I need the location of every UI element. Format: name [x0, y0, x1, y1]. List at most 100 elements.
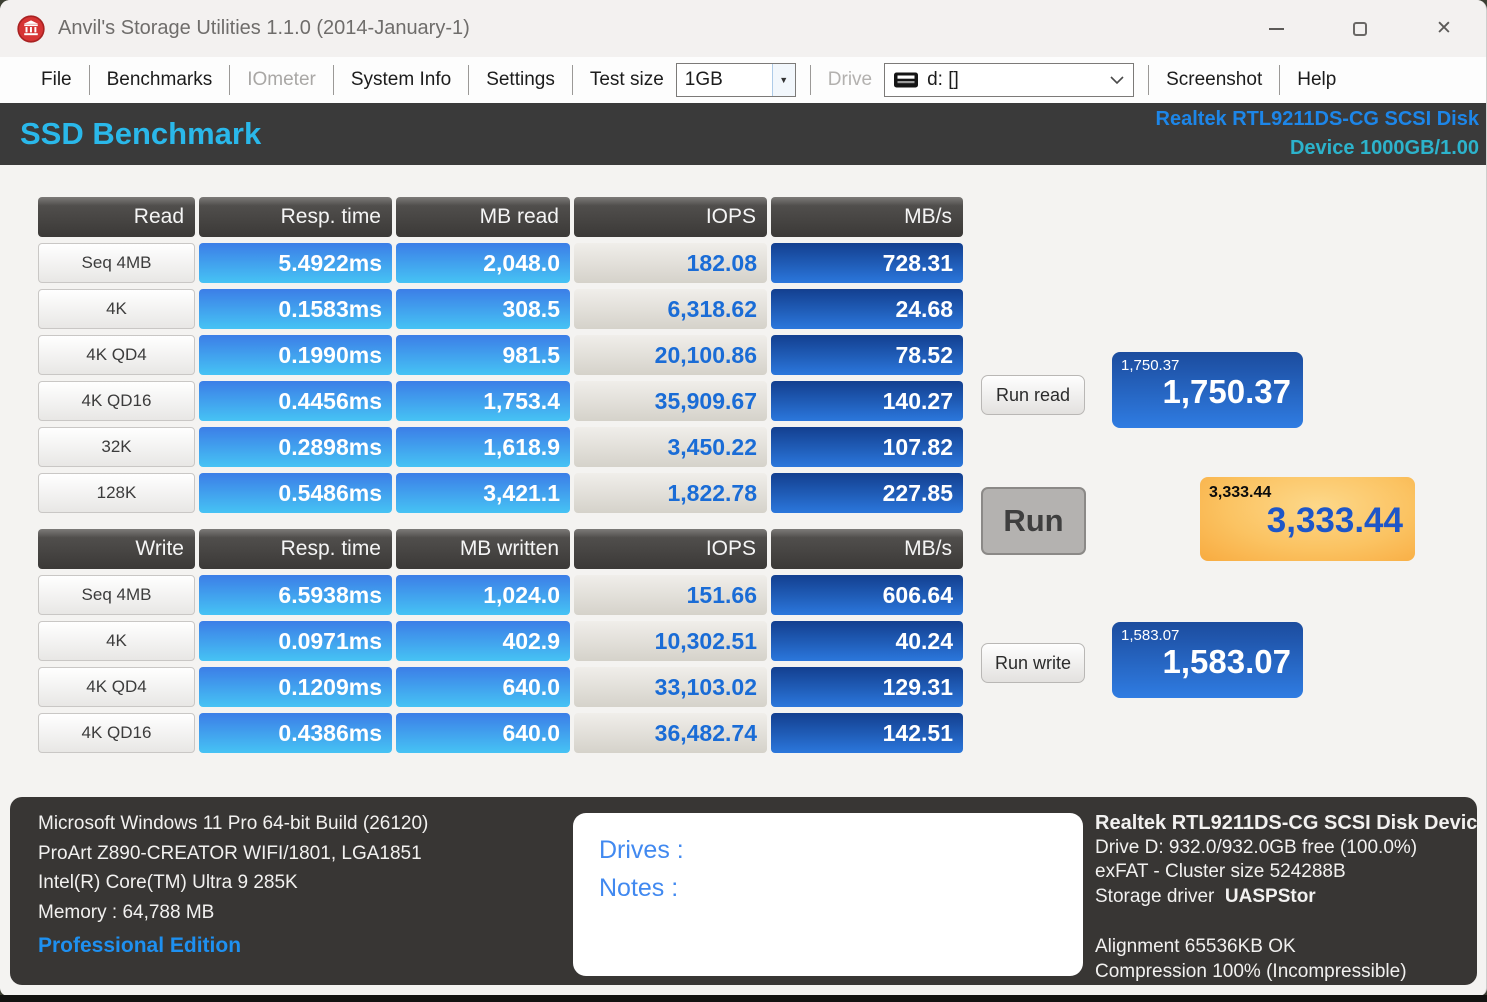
- menu-bar: File Benchmarks IOmeter System Info Sett…: [0, 57, 1486, 103]
- col-header: IOPS: [574, 529, 767, 569]
- col-header: Resp. time: [199, 197, 392, 237]
- menu-iometer: IOmeter: [247, 69, 316, 90]
- app-logo-icon: [17, 14, 45, 43]
- menu-settings[interactable]: Settings: [486, 69, 555, 90]
- disk-info: Realtek RTL9211DS-CG SCSI Disk Device Dr…: [1095, 811, 1477, 984]
- maximize-button[interactable]: [1318, 0, 1402, 57]
- device-name: Realtek RTL9211DS-CG SCSI Disk: [1155, 108, 1479, 130]
- value-cell: 1,024.0: [396, 575, 570, 615]
- storage-driver-label: Storage driver: [1095, 885, 1215, 907]
- value-cell: 33,103.02: [574, 667, 767, 707]
- row-label-button[interactable]: 4K: [38, 289, 195, 329]
- value-cell: 0.1990ms: [199, 335, 392, 375]
- value-cell: 0.5486ms: [199, 473, 392, 513]
- menu-separator: [468, 65, 470, 95]
- spacer: [1095, 909, 1477, 935]
- read-results-table: Read Resp. time MB read IOPS MB/s Seq 4M…: [38, 197, 963, 513]
- header-band: SSD Benchmark Realtek RTL9211DS-CG SCSI …: [0, 103, 1486, 165]
- close-icon: ✕: [1436, 18, 1452, 39]
- disk-info-line: Storage driver UASPStor: [1095, 885, 1477, 910]
- value-cell: 402.9: [396, 621, 570, 661]
- value-cell: 1,618.9: [396, 427, 570, 467]
- value-cell: 227.85: [771, 473, 963, 513]
- system-info-line: Memory : 64,788 MB: [38, 901, 215, 923]
- test-size-label: Test size: [589, 69, 664, 90]
- dropdown-arrow-icon[interactable]: ▼: [771, 64, 795, 96]
- menu-separator: [1148, 65, 1150, 95]
- value-cell: 640.0: [396, 667, 570, 707]
- write-score-value: 1,583.07: [1162, 643, 1291, 680]
- value-cell: 0.4386ms: [199, 713, 392, 753]
- system-info-line: Intel(R) Core(TM) Ultra 9 285K: [38, 872, 298, 893]
- value-cell: 1,822.78: [574, 473, 767, 513]
- menu-screenshot[interactable]: Screenshot: [1166, 69, 1263, 90]
- drive-label: Drive: [827, 69, 873, 90]
- disk-info-line: Drive D: 932.0/932.0GB free (100.0%): [1095, 836, 1418, 858]
- storage-driver-value: UASPStor: [1224, 885, 1316, 907]
- menu-help[interactable]: Help: [1297, 69, 1337, 90]
- test-size-value: 1GB: [684, 69, 723, 90]
- drive-select[interactable]: d: []: [884, 63, 1135, 97]
- system-info-line: Microsoft Windows 11 Pro 64-bit Build (2…: [38, 813, 429, 834]
- value-cell: 0.1583ms: [199, 289, 392, 329]
- menu-separator: [88, 65, 90, 95]
- minimize-button[interactable]: [1234, 0, 1318, 57]
- menu-separator: [1279, 65, 1281, 95]
- row-label-button[interactable]: 4K QD4: [38, 335, 195, 375]
- minimize-icon: [1268, 27, 1284, 30]
- close-button[interactable]: ✕: [1402, 0, 1486, 57]
- total-score-small: 3,333.44: [1209, 484, 1272, 501]
- system-info-line: ProArt Z890-CREATOR WIFI/1801, LGA1851: [38, 842, 422, 864]
- value-cell: 78.52: [771, 335, 963, 375]
- write-score-box: 1,583.07 1,583.07: [1112, 622, 1303, 698]
- col-header: Write: [38, 529, 195, 569]
- row-label-button[interactable]: Seq 4MB: [38, 575, 195, 615]
- value-cell: 981.5: [396, 335, 570, 375]
- row-label-button[interactable]: 4K QD4: [38, 667, 195, 707]
- disk-icon: [894, 72, 919, 88]
- test-size-select[interactable]: 1GB ▼: [675, 63, 796, 97]
- value-cell: 0.2898ms: [199, 427, 392, 467]
- menu-system-info[interactable]: System Info: [350, 69, 452, 90]
- menu-benchmarks[interactable]: Benchmarks: [106, 69, 213, 90]
- value-cell: 2,048.0: [396, 243, 570, 283]
- col-header: Read: [38, 197, 195, 237]
- value-cell: 6.5938ms: [199, 575, 392, 615]
- col-header: IOPS: [574, 197, 767, 237]
- value-cell: 20,100.86: [574, 335, 767, 375]
- row-label-button[interactable]: 4K QD16: [38, 713, 195, 753]
- drives-label: Drives :: [599, 836, 684, 864]
- maximize-icon: [1353, 21, 1367, 36]
- value-cell: 10,302.51: [574, 621, 767, 661]
- value-cell: 0.0971ms: [199, 621, 392, 661]
- run-write-button[interactable]: Run write: [981, 643, 1085, 683]
- value-cell: 129.31: [771, 667, 963, 707]
- chevron-down-icon: [1110, 76, 1124, 85]
- value-cell: 142.51: [771, 713, 963, 753]
- row-label-button[interactable]: 4K: [38, 621, 195, 661]
- page-title: SSD Benchmark: [20, 116, 262, 151]
- row-label-button[interactable]: 4K QD16: [38, 381, 195, 421]
- row-label-button[interactable]: Seq 4MB: [38, 243, 195, 283]
- value-cell: 36,482.74: [574, 713, 767, 753]
- value-cell: 182.08: [574, 243, 767, 283]
- total-score-value: 3,333.44: [1266, 501, 1403, 540]
- run-read-button[interactable]: Run read: [981, 375, 1085, 415]
- drives-notes-box[interactable]: Drives : Notes :: [573, 813, 1083, 976]
- value-cell: 5.4922ms: [199, 243, 392, 283]
- row-label-button[interactable]: 128K: [38, 473, 195, 513]
- col-header: MB/s: [771, 197, 963, 237]
- value-cell: 640.0: [396, 713, 570, 753]
- notes-label: Notes :: [599, 874, 679, 902]
- drive-value: d: []: [927, 69, 959, 90]
- col-header: MB written: [396, 529, 570, 569]
- value-cell: 0.4456ms: [199, 381, 392, 421]
- menu-file[interactable]: File: [41, 69, 72, 90]
- row-label-button[interactable]: 32K: [38, 427, 195, 467]
- col-header: MB/s: [771, 529, 963, 569]
- disk-name: Realtek RTL9211DS-CG SCSI Disk Device: [1095, 812, 1477, 834]
- edition-link[interactable]: Professional Edition: [38, 934, 242, 957]
- footer-panel: Microsoft Windows 11 Pro 64-bit Build (2…: [10, 797, 1477, 985]
- run-button[interactable]: Run: [981, 487, 1086, 555]
